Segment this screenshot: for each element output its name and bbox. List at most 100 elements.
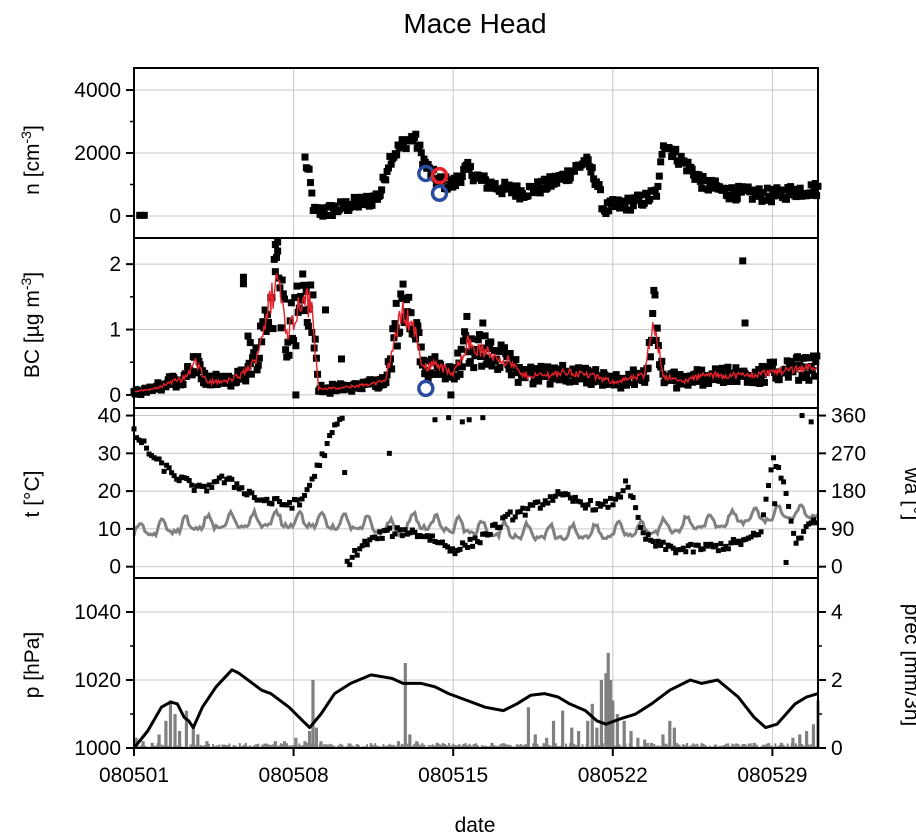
wa-point: [811, 517, 817, 523]
bc-point: [246, 360, 254, 368]
bc-point: [511, 363, 519, 371]
precip-bar: [458, 743, 461, 748]
wa-point: [154, 456, 160, 462]
bc-point: [261, 306, 269, 314]
precip-bar: [452, 743, 455, 748]
precip-bar: [809, 744, 812, 748]
n-point: [516, 195, 524, 203]
precip-bar: [526, 744, 529, 748]
wa-point: [658, 542, 664, 548]
bc-point: [719, 379, 727, 387]
bc-point: [677, 380, 685, 388]
n-point: [540, 175, 548, 183]
wa-point: [550, 497, 556, 503]
precip-bar: [501, 743, 504, 748]
precip-bar: [735, 743, 738, 748]
precip-bar: [480, 745, 483, 748]
n-point: [796, 184, 804, 192]
wa-point: [788, 518, 794, 524]
precip-bar: [675, 742, 678, 748]
bc-point: [760, 378, 768, 386]
precip-bar: [606, 652, 610, 748]
bc-point: [813, 352, 821, 360]
wa-point: [219, 473, 225, 479]
n-point: [813, 192, 821, 200]
precip-bar: [629, 731, 633, 748]
wa-point: [801, 528, 807, 534]
wa-point: [312, 473, 318, 479]
precip-bar: [507, 744, 510, 748]
wa-point: [465, 544, 471, 550]
precip-bar: [610, 743, 613, 748]
precip-bar: [503, 743, 506, 748]
wa-point: [670, 545, 676, 551]
precip-bar: [310, 744, 313, 748]
bc-point: [227, 382, 235, 390]
precip-bar: [216, 745, 219, 748]
wa-point: [211, 479, 217, 485]
precip-bar: [308, 744, 311, 748]
wa-point: [251, 495, 257, 501]
precip-bar: [591, 744, 594, 748]
bc-point: [290, 336, 298, 344]
precip-bar: [551, 720, 556, 748]
precip-bar: [240, 745, 243, 748]
bc-point: [392, 299, 400, 307]
wa-point: [758, 529, 764, 535]
n-point: [553, 179, 561, 187]
wa-point: [778, 475, 784, 481]
x-tick-label: 080501: [99, 764, 169, 787]
wa-point: [439, 539, 445, 545]
precip-bar: [805, 731, 809, 748]
precip-bar: [581, 744, 584, 748]
wa-point: [164, 462, 170, 468]
n-point: [588, 164, 596, 172]
precip-bar: [415, 741, 419, 748]
precip-bar: [415, 744, 418, 748]
wa-point: [384, 527, 390, 533]
precip-bar: [595, 743, 598, 748]
wa-point: [520, 505, 526, 511]
precip-bar: [212, 744, 215, 748]
precip-bar: [751, 745, 754, 748]
bc-point: [565, 378, 573, 386]
wa-point: [387, 525, 393, 531]
wa-point: [730, 536, 736, 542]
bc-point: [584, 366, 592, 374]
precip-bar: [189, 744, 192, 748]
wa-point: [266, 500, 272, 506]
bc-point: [299, 270, 307, 278]
precip-bar: [554, 743, 557, 748]
bc-point: [379, 374, 387, 382]
wa-point: [633, 505, 639, 511]
wa-point: [467, 536, 473, 542]
y-tick-label: 2: [831, 669, 843, 692]
wa-point: [485, 532, 491, 538]
ylabel-bc: BC [µg m-3]: [18, 272, 44, 378]
wa-point: [542, 498, 548, 504]
wa-point: [459, 419, 465, 425]
precip-bar: [398, 745, 401, 748]
bc-point: [637, 373, 645, 381]
wa-point: [324, 440, 330, 446]
precip-bar: [327, 744, 330, 748]
precip-bar: [569, 743, 572, 748]
bc-point: [456, 370, 464, 378]
wa-point: [359, 543, 365, 549]
bc-point: [739, 257, 747, 265]
ylabel-n: n [cm-3]: [18, 125, 44, 195]
precip-bar: [464, 743, 467, 748]
y-tick-label: 4000: [74, 79, 121, 102]
precip-bar: [265, 743, 268, 748]
precip-bar: [374, 743, 377, 748]
wa-point: [392, 531, 398, 537]
bc-point: [292, 391, 300, 399]
wa-point: [522, 512, 528, 518]
precip-bar: [737, 743, 740, 748]
wa-point: [577, 499, 583, 505]
bc-point: [512, 356, 520, 364]
bc-point: [447, 391, 455, 399]
panel-n-data: [136, 130, 822, 220]
bc-point: [296, 292, 304, 300]
wa-point: [618, 494, 624, 500]
